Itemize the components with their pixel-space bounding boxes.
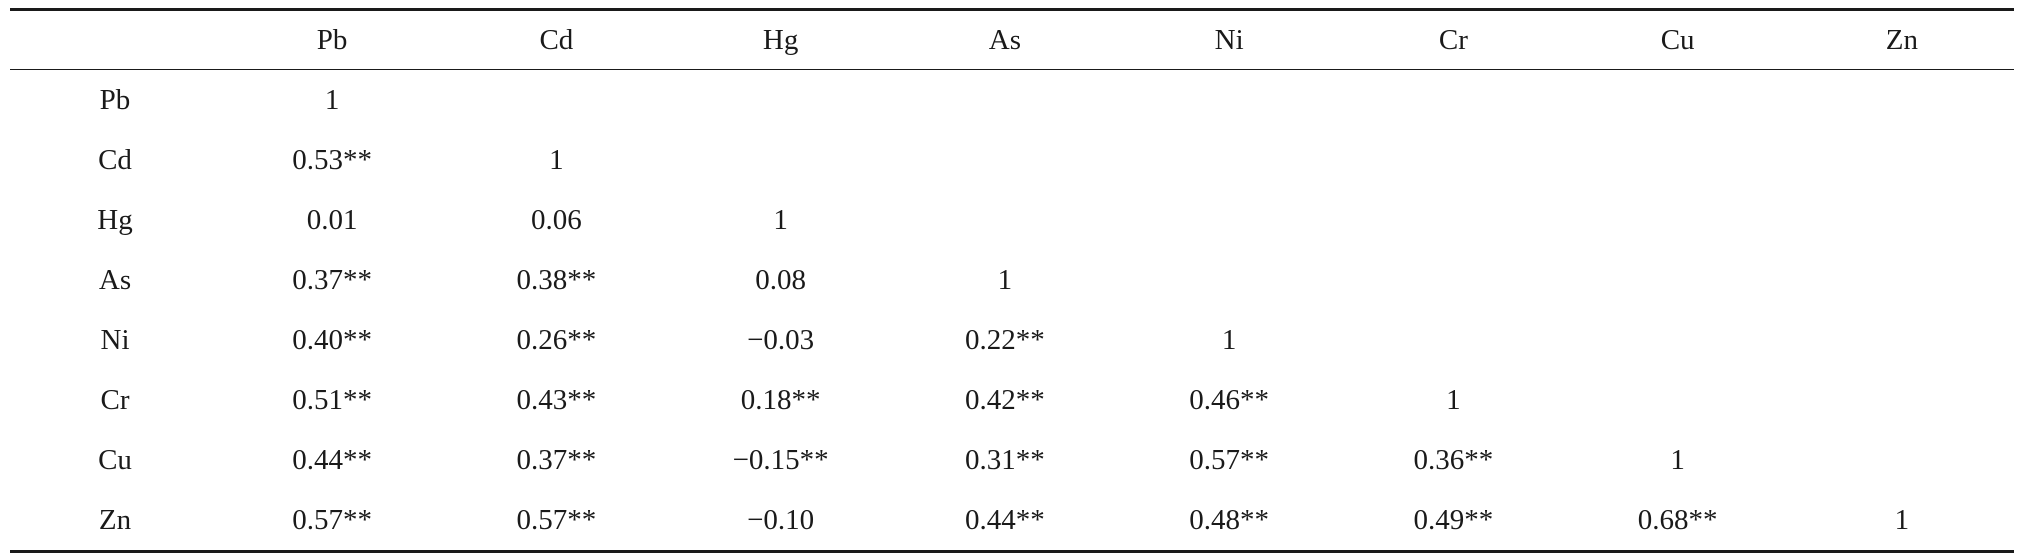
table-cell [1341,190,1565,250]
table-row-cr: Cr 0.51** 0.43** 0.18** 0.42** 0.46** 1 [10,370,2014,430]
table-cell: 0.44** [292,444,372,476]
table-cell: 0.49** [1413,504,1494,536]
table-cell: 0.51** [292,384,372,416]
row-label: Pb [99,84,131,116]
table-row-cu: Cu 0.44** 0.37** −0.15** 0.31** 0.57** 0… [10,430,2014,490]
table-cell: 0.01 [306,204,358,236]
table-cell: 1 [1894,504,1910,536]
table-cell [1566,190,1790,250]
table-cell: 0.26** [516,324,597,356]
table-cell [1566,130,1790,190]
table-cell [893,130,1117,190]
table-row-zn: Zn 0.57** 0.57** −0.10 0.44** 0.48** 0.4… [10,490,2014,552]
table-cell: −0.15** [732,444,829,476]
table-header: Pb Cd Hg As Ni Cr Cu Zn [10,9,2014,70]
table-cell [1117,250,1341,310]
table-cell [1790,370,2014,430]
row-label: Ni [100,324,130,356]
table-cell: 1 [997,264,1013,296]
table-row-as: As 0.37** 0.38** 0.08 1 [10,250,2014,310]
column-header-cu: Cu [1660,24,1695,56]
table-cell [1341,310,1565,370]
table-row-ni: Ni 0.40** 0.26** −0.03 0.22** 1 [10,310,2014,370]
table-body: Pb 1 Cd 0.53** 1 [10,70,2014,552]
table-cell: 1 [773,204,788,236]
table-cell [1790,310,2014,370]
column-header-as: As [988,24,1021,56]
table-cell: 0.42** [965,384,1045,416]
row-label: Zn [98,504,132,536]
table-cell [1566,250,1790,310]
row-label: Cr [100,384,130,416]
table-cell [1341,250,1565,310]
table-cell: 0.36** [1413,444,1494,476]
table-cell [1341,70,1565,131]
table-cell: 0.08 [755,264,806,296]
table-cell: 0.18** [740,384,821,416]
table-cell [444,70,668,131]
table-cell [1117,70,1341,131]
table-cell: 0.46** [1189,384,1269,416]
table-cell [1341,130,1565,190]
table-cell: 0.37** [516,444,597,476]
table-cell: 0.06 [531,204,582,236]
correlation-table: Pb Cd Hg As Ni Cr Cu Zn Pb 1 [10,8,2014,553]
table-cell [1790,130,2014,190]
table-row-pb: Pb 1 [10,70,2014,131]
column-header-zn: Zn [1885,24,1918,56]
table-cell [1566,310,1790,370]
table-cell [1790,430,2014,490]
column-header-cr: Cr [1438,24,1468,56]
table-cell: 0.22** [965,324,1045,356]
table-cell: −0.10 [747,504,815,536]
table-cell: 0.68** [1637,504,1718,536]
table-cell: 0.44** [965,504,1045,536]
table-cell: 1 [1670,444,1685,476]
correlation-table-container: Pb Cd Hg As Ni Cr Cu Zn Pb 1 [10,8,2014,553]
table-cell [893,190,1117,250]
column-header-cd: Cd [539,24,574,56]
table-cell: 1 [549,144,564,176]
column-header-pb: Pb [316,24,348,56]
table-cell: 0.48** [1189,504,1269,536]
row-label: As [98,264,132,296]
table-cell [1790,250,2014,310]
column-header-ni: Ni [1214,24,1244,56]
table-cell: 1 [1221,324,1237,356]
table-cell [893,70,1117,131]
column-header-hg: Hg [762,24,799,56]
table-row-hg: Hg 0.01 0.06 1 [10,190,2014,250]
table-cell: 0.38** [516,264,597,296]
header-corner-cell [10,10,220,70]
table-cell [669,70,893,131]
table-cell [1566,70,1790,131]
table-cell [669,130,893,190]
table-cell [1117,190,1341,250]
table-row-cd: Cd 0.53** 1 [10,130,2014,190]
table-cell: 1 [1446,384,1461,416]
row-label: Cd [98,144,132,176]
table-cell: 0.57** [292,504,372,536]
table-cell: 0.31** [965,444,1045,476]
table-cell [1790,70,2014,131]
table-cell [1566,370,1790,430]
table-cell: 0.57** [516,504,597,536]
table-cell: 0.40** [292,324,372,356]
table-cell: 0.43** [516,384,597,416]
row-label: Hg [97,204,133,236]
row-label: Cu [98,444,132,476]
table-cell [1117,130,1341,190]
table-cell: 0.57** [1189,444,1269,476]
table-cell: 0.53** [292,144,372,176]
table-cell: 1 [324,84,340,116]
table-cell [1790,190,2014,250]
table-cell: 0.37** [292,264,372,296]
header-row: Pb Cd Hg As Ni Cr Cu Zn [10,9,2014,70]
table-cell: −0.03 [747,324,815,356]
